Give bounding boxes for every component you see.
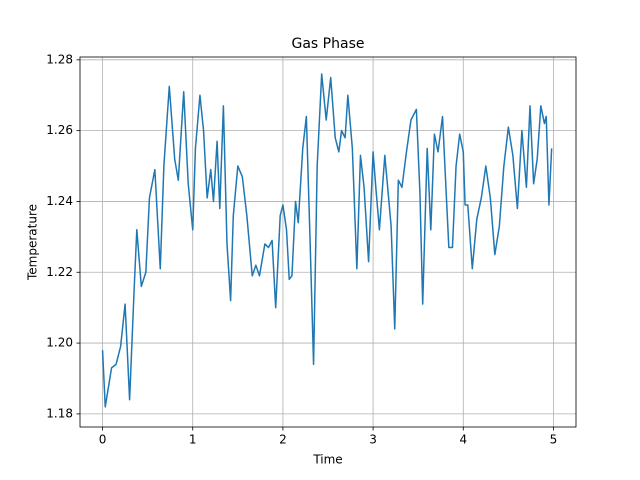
y-tick-label: 1.22 [46, 265, 73, 279]
y-tick-label: 1.18 [46, 406, 73, 420]
y-tick-label: 1.28 [46, 52, 73, 66]
y-tick-label: 1.20 [46, 336, 73, 350]
y-tick-label: 1.24 [46, 194, 73, 208]
x-tick-label: 5 [550, 433, 558, 447]
plot-frame [79, 56, 577, 428]
chart-title: Gas Phase [292, 36, 365, 52]
x-tick-label: 3 [369, 433, 377, 447]
line-series [101, 73, 553, 408]
y-axis-label: Temperature [26, 204, 40, 281]
x-tick-label: 1 [189, 433, 197, 447]
x-axis-label: Time [312, 453, 342, 467]
x-tick-label: 2 [279, 433, 287, 447]
x-tick-label: 0 [99, 433, 107, 447]
x-tick-label: 4 [459, 433, 467, 447]
y-tick-label: 1.26 [46, 123, 73, 137]
